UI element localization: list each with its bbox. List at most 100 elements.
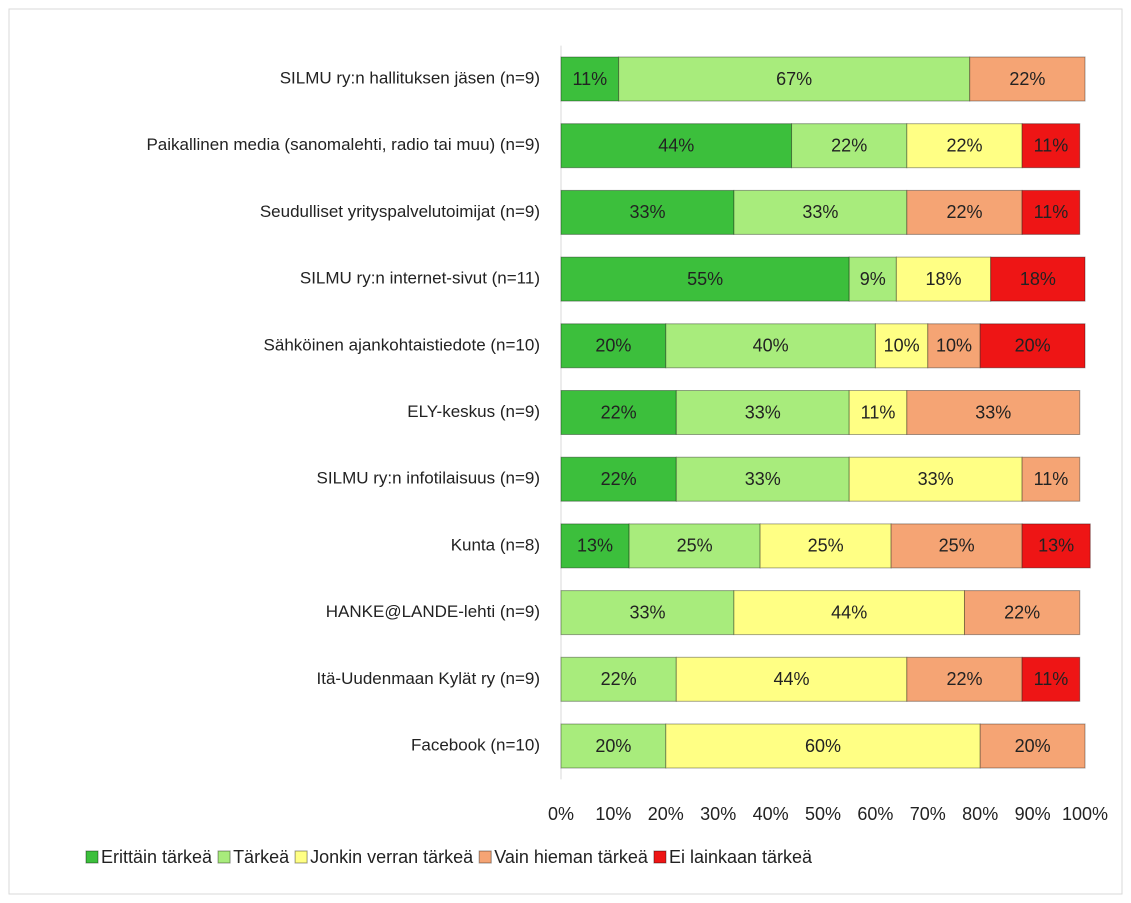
bar-segment — [733, 189, 908, 235]
bar-segment — [1021, 656, 1081, 702]
category-label: Sähköinen ajankohtaistiedote (n=10) — [264, 335, 540, 354]
bar-segment — [963, 590, 1081, 636]
data-label: 20% — [595, 336, 631, 356]
bar-segment — [848, 256, 897, 302]
legend-label: Tärkeä — [233, 847, 290, 867]
data-label: 33% — [802, 202, 838, 222]
x-tick-label: 90% — [1015, 804, 1051, 824]
bar-segment — [560, 189, 735, 235]
data-label: 22% — [946, 135, 982, 155]
bar-segment — [733, 590, 965, 636]
bar-segment — [560, 456, 677, 502]
bar-segment — [874, 323, 929, 369]
data-label: 13% — [577, 536, 613, 556]
bar-segment — [560, 523, 630, 569]
data-label: 18% — [1020, 269, 1056, 289]
bar-segment — [791, 123, 908, 169]
bar-segment — [906, 390, 1081, 435]
data-label: 22% — [831, 135, 867, 155]
data-label: 9% — [860, 269, 886, 289]
data-label: 44% — [831, 602, 867, 622]
data-label: 33% — [629, 202, 665, 222]
legend-label: Jonkin verran tärkeä — [310, 847, 474, 867]
data-label: 11% — [1034, 135, 1069, 155]
data-label: 22% — [946, 669, 982, 689]
bar-segment — [560, 323, 667, 369]
data-label: 20% — [1015, 736, 1051, 756]
bar-segment — [848, 456, 1023, 502]
data-label: 33% — [745, 469, 781, 489]
bar-segment — [675, 390, 850, 435]
data-label: 10% — [936, 336, 972, 356]
x-tick-label: 50% — [805, 804, 841, 824]
x-tick-label: 0% — [548, 804, 574, 824]
data-label: 22% — [1009, 69, 1045, 89]
bar-segment — [979, 723, 1086, 769]
legend-swatch — [217, 850, 231, 864]
category-label: HANKE@LANDE-lehti (n=9) — [326, 602, 540, 621]
category-label: SILMU ry:n infotilaisuus (n=9) — [317, 469, 540, 488]
bar-segment — [560, 56, 620, 102]
data-label: 25% — [808, 536, 844, 556]
bar-segment — [1021, 456, 1081, 502]
data-label: 33% — [975, 402, 1011, 422]
data-label: 20% — [1015, 336, 1051, 356]
bar-segment — [848, 390, 908, 435]
x-tick-label: 80% — [962, 804, 998, 824]
data-label: 11% — [1034, 469, 1069, 489]
data-label: 22% — [601, 469, 637, 489]
bar-segment — [990, 256, 1086, 302]
x-tick-label: 70% — [910, 804, 946, 824]
bar-segment — [560, 656, 677, 702]
category-label: Paikallinen media (sanomalehti, radio ta… — [146, 135, 540, 154]
data-label: 44% — [658, 135, 694, 155]
data-label: 33% — [918, 469, 954, 489]
data-label: 20% — [595, 736, 631, 756]
legend-label: Ei lainkaan tärkeä — [669, 847, 813, 867]
data-label: 60% — [805, 736, 841, 756]
bar-segment — [895, 256, 992, 302]
bar-segment — [665, 323, 876, 369]
category-label: Itä-Uudenmaan Kylät ry (n=9) — [317, 669, 540, 688]
data-label: 11% — [861, 402, 896, 422]
bar-segment — [969, 56, 1086, 102]
x-tick-label: 60% — [857, 804, 893, 824]
x-tick-label: 100% — [1062, 804, 1108, 824]
data-label: 18% — [926, 269, 962, 289]
bar-segment — [1021, 523, 1091, 569]
legend-swatch — [478, 850, 492, 864]
bar-segment — [759, 523, 892, 569]
data-label: 22% — [1004, 602, 1040, 622]
category-label: ELY-keskus (n=9) — [407, 402, 540, 421]
legend-swatch — [85, 850, 99, 864]
bar-segment — [890, 523, 1023, 569]
bar-segment — [675, 456, 850, 502]
bar-segment — [665, 723, 981, 769]
data-label: 10% — [884, 336, 920, 356]
data-label: 44% — [774, 669, 810, 689]
bar-segment — [618, 56, 971, 102]
data-label: 22% — [946, 202, 982, 222]
category-label: Facebook (n=10) — [411, 735, 540, 754]
data-label: 25% — [677, 536, 713, 556]
category-label: SILMU ry:n hallituksen jäsen (n=9) — [280, 68, 540, 87]
x-tick-label: 40% — [753, 804, 789, 824]
data-label: 13% — [1038, 536, 1074, 556]
bar-segment — [979, 323, 1086, 369]
bar-segment — [927, 323, 981, 369]
bar-segment — [906, 189, 1023, 235]
legend-swatch — [294, 850, 308, 864]
bar-segment — [906, 656, 1023, 702]
data-label: 11% — [1034, 669, 1069, 689]
data-label: 40% — [753, 336, 789, 356]
bar-segment — [628, 523, 761, 569]
category-label: Seudulliset yrityspalvelutoimijat (n=9) — [260, 202, 540, 221]
x-tick-label: 20% — [648, 804, 684, 824]
legend-label: Erittäin tärkeä — [101, 847, 213, 867]
bar-segment — [560, 590, 735, 636]
data-label: 55% — [687, 269, 723, 289]
bar-segment — [1021, 123, 1081, 169]
data-label: 22% — [601, 669, 637, 689]
data-label: 11% — [1034, 202, 1069, 222]
data-label: 25% — [939, 536, 975, 556]
